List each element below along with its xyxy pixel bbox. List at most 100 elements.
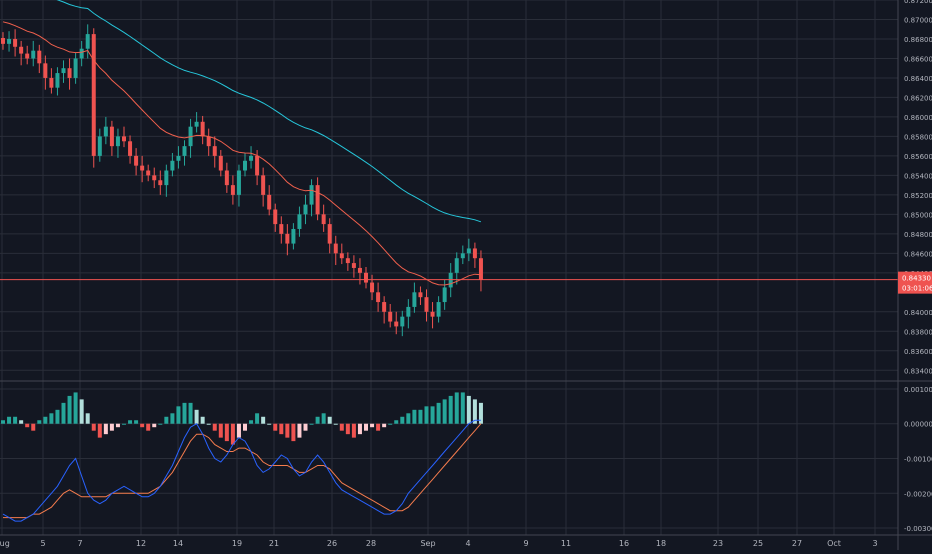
macd-pane[interactable] — [1, 392, 483, 522]
candle-body — [152, 175, 157, 181]
candle-body — [176, 155, 181, 161]
candle-body — [279, 224, 284, 234]
macd-hist-bar — [267, 423, 272, 425]
x-tick-label: 11 — [561, 539, 571, 548]
macd-hist-bar — [164, 416, 169, 424]
candle-body — [303, 204, 308, 215]
macd-hist-bar — [1, 420, 5, 424]
candle-body — [297, 214, 302, 229]
x-tick-label: 9 — [523, 539, 528, 548]
price-tick-label: 0.85800 — [904, 133, 932, 141]
candle-body — [200, 121, 205, 137]
x-tick-label: 5 — [40, 539, 45, 548]
price-tick-label: 0.83400 — [904, 367, 932, 375]
candle-body — [134, 155, 139, 166]
macd-hist-bar — [333, 423, 338, 425]
price-tick-label: 0.83600 — [904, 348, 932, 356]
candle-body — [43, 63, 48, 78]
candle-body — [230, 185, 235, 195]
candle-body — [122, 136, 126, 142]
candle-body — [37, 50, 42, 64]
x-tick-label: 14 — [173, 539, 183, 548]
price-pane[interactable] — [0, 0, 898, 337]
x-tick-label: Oct — [827, 539, 841, 548]
macd-hist-bar — [321, 413, 326, 424]
macd-hist-bar — [394, 420, 399, 424]
macd-line — [2, 419, 481, 522]
candle-body — [255, 155, 260, 176]
macd-hist-bar — [224, 423, 229, 442]
macd-hist-bar — [176, 406, 181, 424]
candle-body — [424, 297, 429, 312]
macd-hist-bar — [25, 423, 30, 428]
x-tick-label: 25 — [753, 539, 763, 548]
last-price-label: 0.84330 — [902, 275, 931, 283]
price-tick-label: 0.87000 — [904, 16, 932, 24]
grid-layer — [0, 0, 898, 535]
macd-hist-bar — [339, 423, 344, 431]
countdown-label: 03:01:06 — [902, 285, 932, 293]
price-label-box — [898, 271, 932, 294]
candle-body — [1, 38, 5, 44]
macd-hist-bar — [400, 416, 405, 424]
macd-hist-bar — [91, 423, 96, 431]
candle-body — [194, 121, 199, 127]
candle-body — [370, 282, 375, 293]
candle-body — [454, 258, 459, 273]
candle-body — [206, 136, 211, 147]
macd-hist-bar — [388, 423, 393, 425]
candle-body — [158, 180, 163, 186]
macd-hist-bar — [212, 423, 217, 431]
macd-tick-label: -0.00100 — [904, 456, 932, 464]
x-tick-label: 4 — [465, 539, 470, 548]
macd-hist-bar — [273, 423, 278, 431]
macd-hist-bar — [49, 413, 54, 424]
x-tick-label: 23 — [713, 539, 723, 548]
candle-body — [243, 160, 247, 171]
macd-hist-bar — [478, 402, 483, 424]
candle-body — [73, 58, 78, 78]
x-tick-label: Aug — [0, 539, 10, 548]
macd-hist-bar — [406, 413, 411, 424]
macd-hist-bar — [424, 406, 429, 424]
macd-hist-bar — [285, 423, 290, 438]
price-tick-label: 0.85400 — [904, 172, 932, 180]
candle-body — [128, 141, 133, 156]
macd-hist-bar — [291, 423, 296, 442]
x-tick-label: 12 — [136, 539, 146, 548]
candle-body — [430, 311, 435, 317]
macd-hist-bar — [37, 420, 42, 424]
price-tick-label: 0.87200 — [904, 0, 932, 5]
candle-body — [406, 306, 411, 317]
macd-hist-bar — [43, 416, 48, 424]
candle-body — [309, 185, 314, 205]
macd-hist-bar — [146, 423, 151, 431]
x-tick-label: 27 — [792, 539, 802, 548]
candle-body — [291, 228, 296, 244]
candle-body — [164, 170, 169, 186]
macd-hist-bar — [448, 395, 453, 424]
macd-hist-bar — [194, 409, 199, 424]
macd-hist-bar — [122, 423, 126, 425]
candle-body — [285, 233, 290, 244]
candle-body — [109, 126, 114, 147]
price-tick-label: 0.86200 — [904, 94, 932, 102]
candle-body — [394, 321, 399, 327]
candle-body — [61, 68, 66, 74]
macd-hist-bar — [218, 423, 223, 438]
macd-hist-bar — [128, 420, 133, 424]
candle-body — [67, 68, 72, 78]
candle-body — [55, 73, 60, 88]
candle-body — [466, 248, 471, 254]
price-tick-label: 0.84600 — [904, 250, 932, 258]
candle-body — [85, 34, 90, 49]
macd-hist-bar — [55, 409, 60, 424]
candle-body — [315, 185, 320, 215]
candle-body — [49, 77, 54, 88]
candle-body — [91, 34, 96, 156]
macd-tick-label: 0.00100 — [904, 386, 932, 394]
macd-hist-bar — [472, 399, 477, 424]
candle-body — [376, 292, 381, 303]
macd-hist-bar — [315, 416, 320, 424]
ma-slow-line — [56, 0, 482, 223]
